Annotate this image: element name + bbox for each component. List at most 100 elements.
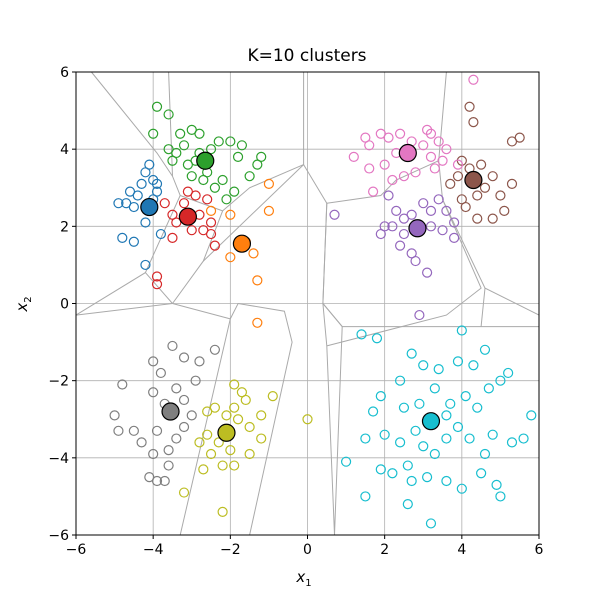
data-point-cluster-2 — [244, 171, 255, 182]
data-point-cluster-1 — [263, 205, 275, 216]
voronoi-boundary — [480, 288, 486, 327]
data-point-cluster-4 — [449, 217, 460, 228]
data-point-cluster-8 — [221, 410, 232, 421]
data-point-cluster-9 — [406, 475, 417, 487]
x-tick-label: 2 — [380, 542, 389, 558]
data-point-cluster-6 — [433, 136, 444, 147]
data-point-cluster-6 — [422, 124, 433, 135]
x-axis-ticks: −6 −4 −2 0 2 4 6 — [66, 535, 544, 558]
centroid-cluster-8 — [217, 423, 236, 442]
data-point-cluster-0 — [140, 217, 151, 228]
data-point-cluster-8 — [302, 414, 313, 425]
data-point-cluster-1 — [263, 178, 275, 189]
data-point-cluster-3 — [178, 198, 190, 209]
data-point-cluster-9 — [491, 479, 502, 490]
data-point-cluster-9 — [479, 448, 491, 460]
data-point-cluster-5 — [487, 171, 498, 182]
data-point-cluster-5 — [456, 155, 467, 166]
data-point-cluster-9 — [433, 363, 444, 375]
voronoi-boundary — [202, 164, 304, 262]
centroid-cluster-1 — [232, 234, 252, 253]
data-point-cluster-3 — [186, 225, 197, 236]
data-point-cluster-4 — [418, 198, 429, 209]
data-point-cluster-9 — [379, 429, 390, 440]
data-point-cluster-5 — [506, 178, 518, 189]
data-point-cluster-7 — [155, 367, 166, 379]
data-point-cluster-0 — [155, 228, 166, 240]
data-point-cluster-9 — [422, 472, 433, 483]
data-point-cluster-6 — [383, 132, 394, 143]
data-point-cluster-4 — [437, 225, 448, 236]
data-point-cluster-3 — [209, 240, 220, 251]
data-point-cluster-5 — [468, 117, 479, 128]
data-point-cluster-2 — [178, 140, 190, 151]
data-point-cluster-6 — [367, 186, 379, 197]
x-axis-label: x1 — [295, 568, 311, 589]
chart-title: K=10 clusters — [247, 46, 366, 66]
data-point-cluster-8 — [194, 437, 205, 448]
data-point-cluster-0 — [132, 190, 143, 201]
data-point-cluster-3 — [151, 279, 163, 290]
data-point-cluster-5 — [495, 190, 506, 201]
data-point-cluster-9 — [356, 329, 367, 340]
data-point-cluster-4 — [395, 240, 406, 251]
data-point-cluster-0 — [140, 167, 151, 178]
data-point-cluster-6 — [452, 159, 464, 170]
data-point-cluster-8 — [202, 429, 213, 440]
data-point-cluster-2 — [194, 128, 205, 139]
data-point-cluster-9 — [371, 333, 383, 344]
data-point-cluster-3 — [182, 186, 193, 197]
data-point-cluster-0 — [140, 259, 151, 271]
data-point-cluster-3 — [205, 228, 217, 240]
data-point-cluster-8 — [256, 410, 267, 421]
data-point-cluster-5 — [472, 190, 483, 201]
data-point-cluster-3 — [205, 217, 217, 228]
data-point-cluster-9 — [375, 391, 386, 402]
data-point-cluster-9 — [506, 437, 518, 448]
data-point-cluster-9 — [340, 456, 352, 467]
data-point-cluster-5 — [472, 213, 483, 224]
data-point-cluster-8 — [244, 421, 255, 433]
data-point-cluster-6 — [418, 140, 429, 151]
data-point-cluster-6 — [364, 140, 375, 151]
data-point-cluster-9 — [414, 398, 425, 409]
centroid-cluster-4 — [408, 219, 427, 238]
data-point-cluster-6 — [410, 167, 421, 178]
data-point-cluster-9 — [456, 483, 467, 494]
data-point-cluster-9 — [406, 348, 417, 359]
data-point-cluster-4 — [425, 221, 437, 232]
data-point-cluster-7 — [163, 445, 174, 456]
data-point-cluster-9 — [456, 325, 467, 336]
data-point-cluster-4 — [410, 255, 421, 267]
data-point-cluster-9 — [398, 402, 410, 413]
data-point-cluster-9 — [418, 360, 429, 371]
data-point-cluster-2 — [198, 174, 209, 186]
data-point-cluster-6 — [425, 128, 437, 139]
y-tick-label: 6 — [60, 65, 69, 81]
data-point-cluster-9 — [460, 391, 471, 402]
data-point-cluster-5 — [456, 194, 467, 205]
data-point-cluster-9 — [464, 433, 475, 444]
data-point-cluster-5 — [487, 213, 498, 224]
centroid-cluster-3 — [178, 207, 197, 226]
voronoi-boundary — [180, 195, 223, 212]
data-point-cluster-8 — [244, 448, 255, 460]
y-tick-label: 2 — [60, 219, 69, 235]
data-point-cluster-7 — [178, 421, 190, 433]
data-point-cluster-6 — [437, 155, 448, 166]
data-point-cluster-9 — [441, 410, 452, 421]
data-point-cluster-1 — [225, 209, 236, 220]
data-point-cluster-7 — [117, 379, 128, 390]
data-point-cluster-4 — [449, 232, 460, 244]
data-point-cluster-7 — [194, 356, 205, 367]
data-point-cluster-4 — [329, 209, 340, 220]
data-point-cluster-9 — [445, 398, 456, 409]
data-point-cluster-1 — [252, 275, 263, 286]
data-point-cluster-2 — [213, 136, 224, 147]
data-point-cluster-0 — [136, 178, 147, 189]
data-point-cluster-8 — [198, 464, 209, 475]
data-point-cluster-0 — [128, 236, 139, 247]
data-point-cluster-0 — [151, 178, 163, 189]
data-point-cluster-7 — [148, 448, 159, 460]
data-point-cluster-9 — [472, 402, 483, 413]
